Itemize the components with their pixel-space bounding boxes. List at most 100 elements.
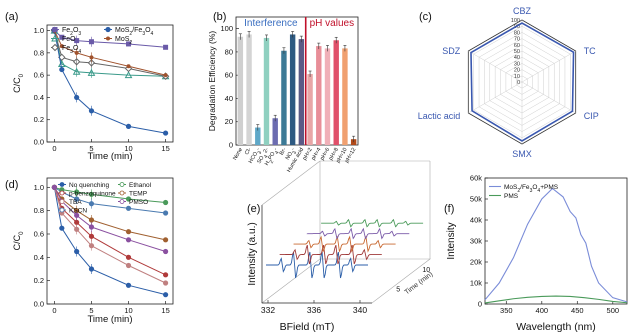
radar-spoke [521, 81, 576, 114]
category-label-5: Br- [279, 147, 288, 156]
legend-entry-a-2: Fe3O4 [62, 45, 81, 55]
x-tick-label: 5 [89, 144, 93, 153]
y-axis-label-e: Intensity (a.u.) [247, 222, 258, 285]
radar-tick-label: 30 [514, 61, 520, 67]
y-axis-label-a: C/C0 [12, 73, 25, 93]
radar-tick-label: 70 [514, 37, 520, 43]
y-tick-label: 0.0 [34, 138, 44, 147]
radar-axis-label-2: CIP [584, 111, 599, 121]
y-tick-label: 0.4 [34, 253, 44, 262]
legend-marker [59, 190, 65, 196]
radar-tick-label: 50 [514, 49, 520, 55]
data-point [125, 254, 132, 260]
legend-entry-f-1: PMS [504, 193, 519, 200]
y-tick-label: 50k [470, 195, 482, 204]
data-point [163, 44, 169, 50]
legend-entry-d-6: PMSO [129, 199, 148, 206]
radar-axis-label-5: SDZ [442, 46, 461, 56]
bar-12 [342, 48, 348, 145]
radar-tick-label: 20 [514, 68, 520, 74]
y-axis-label-d: C/C0 [12, 231, 25, 251]
data-point [125, 282, 132, 288]
panel-label-c: (c) [419, 11, 432, 23]
bar-10 [324, 48, 331, 145]
legend-entry-a-1: FeO [62, 36, 76, 43]
category-label-1: Cl- [244, 147, 253, 156]
x-tick-label: 0 [52, 306, 56, 315]
data-point [162, 280, 169, 286]
x-tick-label: 332 [261, 305, 275, 315]
epr-trace-2 [293, 235, 396, 253]
epr-trace-3 [279, 244, 382, 265]
bar-4 [272, 118, 278, 145]
legend-entry-a-0: Fe2O3 [62, 27, 81, 37]
plot-frame [46, 24, 174, 143]
data-point [126, 41, 132, 47]
x-tick-label: 400 [536, 306, 549, 315]
y-tick-label: 0.0 [34, 300, 44, 309]
y-tick-label: 0.6 [34, 71, 44, 80]
y-tick-label: 30k [470, 237, 482, 246]
plot-frame-b [235, 16, 359, 146]
data-point [125, 196, 132, 202]
z-tick-label: 10 [422, 267, 430, 274]
legend-entry-d-4: Ethanol [129, 182, 152, 189]
plot-frame [46, 177, 174, 305]
y-tick-label: 1.0 [34, 183, 44, 192]
x-tick-label: 450 [571, 306, 584, 315]
data-point [126, 64, 131, 69]
category-label-6: NO3- [285, 147, 299, 163]
x-tick-label: 15 [161, 144, 169, 153]
series-line-3 [53, 30, 166, 134]
x-tick-label: 15 [161, 306, 169, 315]
legend-entry-d-0: No quenching [69, 182, 109, 189]
radar-tick-label: 100 [511, 18, 520, 24]
bar-2 [255, 127, 261, 145]
series-line-0 [484, 187, 628, 303]
y-tick-label: 0.8 [34, 206, 44, 215]
bar-5 [281, 50, 287, 145]
radar-tick-label: 80 [514, 30, 520, 36]
data-point [125, 123, 132, 129]
y-tick-label: 10k [470, 279, 482, 288]
y-tick-label: 80 [225, 47, 233, 56]
x-tick-label: 340 [353, 305, 367, 315]
data-point [163, 73, 168, 78]
y-axis-label-b: Degradation Efficiency (%) [207, 31, 217, 132]
data-point [124, 71, 133, 79]
category-label-0: None [232, 147, 244, 161]
series-line-1 [484, 295, 628, 304]
y-tick-label: 0.2 [34, 115, 44, 124]
y-tick-label: 20 [225, 117, 233, 126]
group-label-interference: Interference [244, 18, 298, 29]
radar-tick-label: 0 [517, 80, 520, 86]
legend-entry-a-3: MoS2/Fe3O4 [115, 27, 154, 37]
epr-trace-1 [306, 227, 410, 240]
legend-marker [106, 36, 110, 41]
legend-marker [51, 43, 59, 52]
category-label-12: pH=10 [335, 147, 348, 164]
legend-marker [105, 26, 111, 33]
legend-marker [119, 190, 125, 196]
radar-tick-label: 90 [514, 24, 520, 30]
radar-axis-label-4: Lactic acid [418, 111, 461, 121]
data-point [59, 34, 65, 40]
legend-entry-a-4: MoS2 [115, 36, 132, 46]
category-label-13: pH=12 [344, 147, 357, 164]
floor-plane [261, 258, 431, 304]
legend-marker [52, 27, 58, 32]
data-point [125, 205, 132, 211]
bar-6 [289, 34, 296, 145]
data-point [59, 225, 65, 231]
radar-tick-label: 60 [514, 43, 520, 49]
series-line-4 [53, 30, 166, 76]
data-point [51, 184, 58, 190]
series-line-2 [53, 30, 166, 77]
series-line-6 [53, 187, 166, 252]
bar-11 [333, 40, 339, 145]
category-label-4: H2PO4- [264, 147, 282, 168]
x-tick-label: 0 [52, 144, 56, 153]
category-label-8: pH=2 [302, 147, 314, 162]
group-label-ph: pH values [310, 18, 354, 29]
